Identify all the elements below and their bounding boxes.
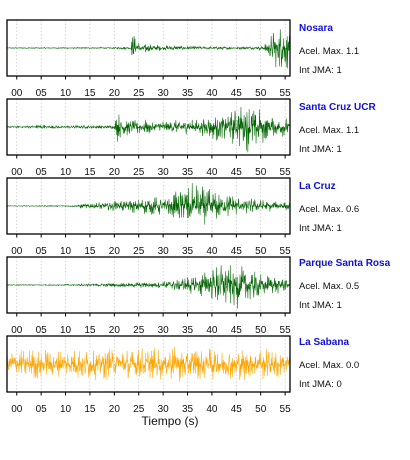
x-tick-label: 05: [36, 88, 48, 99]
x-tick-label: 40: [206, 404, 218, 415]
x-tick-label: 05: [36, 246, 48, 257]
x-tick-label: 25: [133, 246, 145, 257]
station-name-santa-cruz-ucr: Santa Cruz UCR: [299, 102, 376, 113]
x-tick-label: 35: [182, 246, 194, 257]
x-tick-label: 20: [109, 325, 121, 336]
x-tick-label: 30: [158, 88, 170, 99]
x-tick-label: 30: [158, 167, 170, 178]
x-tick-label: 10: [60, 88, 72, 99]
x-tick-label: 10: [60, 325, 72, 336]
x-tick-label: 35: [182, 167, 194, 178]
x-tick-label: 30: [158, 404, 170, 415]
x-tick-label: 45: [231, 404, 243, 415]
x-tick-label: 40: [206, 167, 218, 178]
int-jma-nosara: Int JMA: 1: [299, 65, 342, 76]
station-name-la-sabana: La Sabana: [299, 337, 350, 348]
waveform-trace: [6, 107, 291, 153]
x-tick-label: 45: [231, 88, 243, 99]
x-tick-label: 40: [206, 325, 218, 336]
x-axis-title: Tiempo (s): [141, 414, 199, 428]
x-tick-label: 15: [84, 246, 96, 257]
x-tick-label: 25: [133, 167, 145, 178]
waveform-trace: [6, 29, 291, 69]
x-tick-label: 30: [158, 246, 170, 257]
x-tick-label: 20: [109, 88, 121, 99]
x-tick-label: 50: [255, 88, 267, 99]
x-tick-label: 55: [280, 246, 292, 257]
x-tick-label: 10: [60, 167, 72, 178]
acel-max-santa-cruz-ucr: Acel. Max. 1.1: [299, 125, 360, 136]
x-tick-label: 20: [109, 246, 121, 257]
x-tick-label: 10: [60, 404, 72, 415]
panel-frame: [6, 177, 291, 235]
waveform-trace: [6, 183, 291, 225]
x-tick-label: 15: [84, 404, 96, 415]
x-tick-label: 55: [280, 325, 292, 336]
int-jma-la-sabana: Int JMA: 0: [299, 379, 342, 390]
x-tick-label: 05: [36, 167, 48, 178]
x-tick-label: 50: [255, 167, 267, 178]
x-tick-label: 00: [11, 88, 23, 99]
x-tick-label: 00: [11, 404, 23, 415]
panel-frame: [6, 335, 291, 393]
x-tick-label: 00: [11, 246, 23, 257]
acel-max-nosara: Acel. Max. 1.1: [299, 46, 360, 57]
x-tick-label: 25: [133, 404, 145, 415]
x-tick-label: 35: [182, 88, 194, 99]
waveform-trace: [6, 346, 291, 382]
x-tick-label: 45: [231, 167, 243, 178]
panel-frame: [6, 256, 291, 314]
waveform-trace: [7, 265, 291, 309]
x-tick-label: 50: [255, 325, 267, 336]
x-tick-label: 15: [84, 88, 96, 99]
x-tick-label: 25: [133, 325, 145, 336]
x-tick-label: 05: [36, 325, 48, 336]
x-tick-label: 15: [84, 325, 96, 336]
x-tick-label: 35: [182, 404, 194, 415]
station-name-parque-santa-rosa: Parque Santa Rosa: [299, 258, 391, 269]
x-tick-label: 20: [109, 404, 121, 415]
acel-max-la-cruz: Acel. Max. 0.6: [299, 204, 360, 215]
int-jma-la-cruz: Int JMA: 1: [299, 223, 342, 234]
x-tick-label: 55: [280, 167, 292, 178]
int-jma-santa-cruz-ucr: Int JMA: 1: [299, 144, 342, 155]
acel-max-la-sabana: Acel. Max. 0.0: [299, 360, 360, 371]
int-jma-parque-santa-rosa: Int JMA: 1: [299, 300, 342, 311]
x-tick-label: 45: [231, 325, 243, 336]
station-name-nosara: Nosara: [299, 23, 333, 34]
panel-frame: [6, 98, 291, 156]
acel-max-parque-santa-rosa: Acel. Max. 0.5: [299, 281, 360, 292]
x-tick-label: 25: [133, 88, 145, 99]
x-tick-label: 45: [231, 246, 243, 257]
x-tick-label: 40: [206, 88, 218, 99]
x-tick-label: 10: [60, 246, 72, 257]
x-tick-label: 50: [255, 404, 267, 415]
x-tick-label: 00: [11, 167, 23, 178]
station-name-la-cruz: La Cruz: [299, 181, 336, 192]
x-tick-label: 00: [11, 325, 23, 336]
x-tick-label: 50: [255, 246, 267, 257]
x-tick-label: 55: [280, 88, 292, 99]
x-tick-label: 55: [280, 404, 292, 415]
panel-frame: [6, 19, 291, 77]
x-tick-label: 35: [182, 325, 194, 336]
x-tick-label: 40: [206, 246, 218, 257]
x-tick-label: 20: [109, 167, 121, 178]
x-tick-label: 30: [158, 325, 170, 336]
x-tick-label: 05: [36, 404, 48, 415]
x-tick-label: 15: [84, 167, 96, 178]
